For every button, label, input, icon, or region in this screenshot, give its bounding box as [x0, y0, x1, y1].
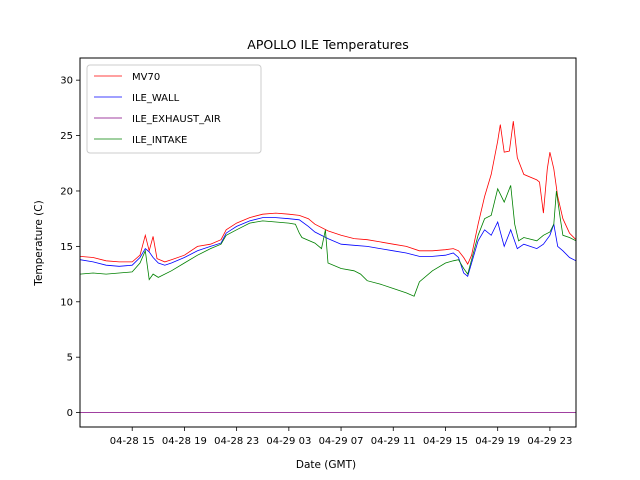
series-line-ile-wall [80, 217, 576, 277]
legend-label-ile-intake: ILE_INTAKE [132, 135, 187, 146]
legend-label-ile-exhaust-air: ILE_EXHAUST_AIR [132, 114, 221, 125]
x-tick-label: 04-29 19 [475, 436, 520, 447]
y-tick-label: 15 [60, 242, 73, 253]
series-line-mv70 [80, 121, 576, 265]
y-tick-label: 10 [60, 297, 73, 308]
y-tick-label: 30 [60, 76, 73, 87]
y-tick-label: 0 [67, 408, 73, 419]
x-tick-label: 04-29 15 [423, 436, 468, 447]
y-tick-label: 25 [60, 131, 73, 142]
legend: MV70 ILE_WALL ILE_EXHAUST_AIR ILE_INTAKE [86, 64, 262, 154]
y-tick-label: 5 [67, 353, 73, 364]
x-tick-label: 04-28 23 [214, 436, 259, 447]
y-axis-label: Temperature (C) [33, 200, 45, 286]
legend-label-mv70: MV70 [132, 72, 160, 83]
chart-title: APOLLO ILE Temperatures [247, 37, 408, 52]
x-tick-label: 04-29 23 [527, 436, 572, 447]
legend-frame [86, 64, 262, 154]
plot-frame [79, 57, 577, 428]
series-line-ile-intake [80, 185, 576, 297]
x-tick-label: 04-29 11 [371, 436, 416, 447]
x-axis-label: Date (GMT) [296, 459, 356, 471]
ticks-layer: 0 5 10 15 20 25 30 04-28 15 04-28 19 04-28 23 04-2… [60, 76, 572, 447]
x-tick-label: 04-29 07 [319, 436, 364, 447]
y-tick-label: 20 [60, 186, 73, 197]
x-tick-label: 04-28 19 [162, 436, 207, 447]
x-tick-label: 04-28 15 [110, 436, 155, 447]
legend-label-ile-wall: ILE_WALL [132, 93, 180, 104]
series-layer [80, 121, 576, 414]
x-tick-label: 04-29 03 [266, 436, 311, 447]
